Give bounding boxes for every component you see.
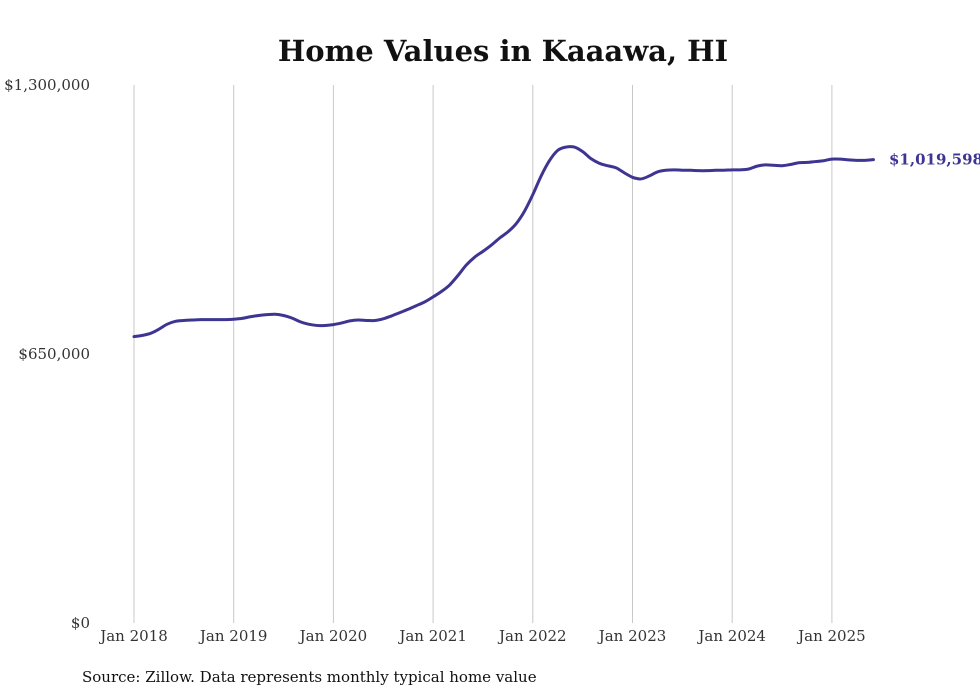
x-tick-label: Jan 2020 xyxy=(298,627,368,645)
x-axis-tick-labels: Jan 2018 Jan 2019 Jan 2020 Jan 2021 Jan 2022… xyxy=(98,627,865,645)
series-lines xyxy=(132,145,875,339)
source-note: Source: Zillow. Data represents monthly … xyxy=(82,668,537,686)
chart-title: Home Values in Kaaawa, HI xyxy=(278,34,728,68)
x-tick-label: Jan 2024 xyxy=(696,627,766,645)
x-tick-label: Jan 2019 xyxy=(198,627,268,645)
y-tick-label: $0 xyxy=(71,614,90,632)
x-tick-label: Jan 2021 xyxy=(397,627,467,645)
x-tick-label: Jan 2018 xyxy=(98,627,168,645)
y-tick-label: $1,300,000 xyxy=(4,76,90,94)
last-value-label: $1,019,598 xyxy=(889,151,980,169)
x-tick-label: Jan 2025 xyxy=(796,627,866,645)
home-value-line xyxy=(132,145,875,339)
x-tick-label: Jan 2022 xyxy=(497,627,567,645)
y-axis-tick-labels: $0 $650,000 $1,300,000 xyxy=(4,76,90,632)
y-tick-label: $650,000 xyxy=(18,345,90,363)
x-tick-label: Jan 2023 xyxy=(597,627,667,645)
vertical-gridlines xyxy=(133,85,833,623)
